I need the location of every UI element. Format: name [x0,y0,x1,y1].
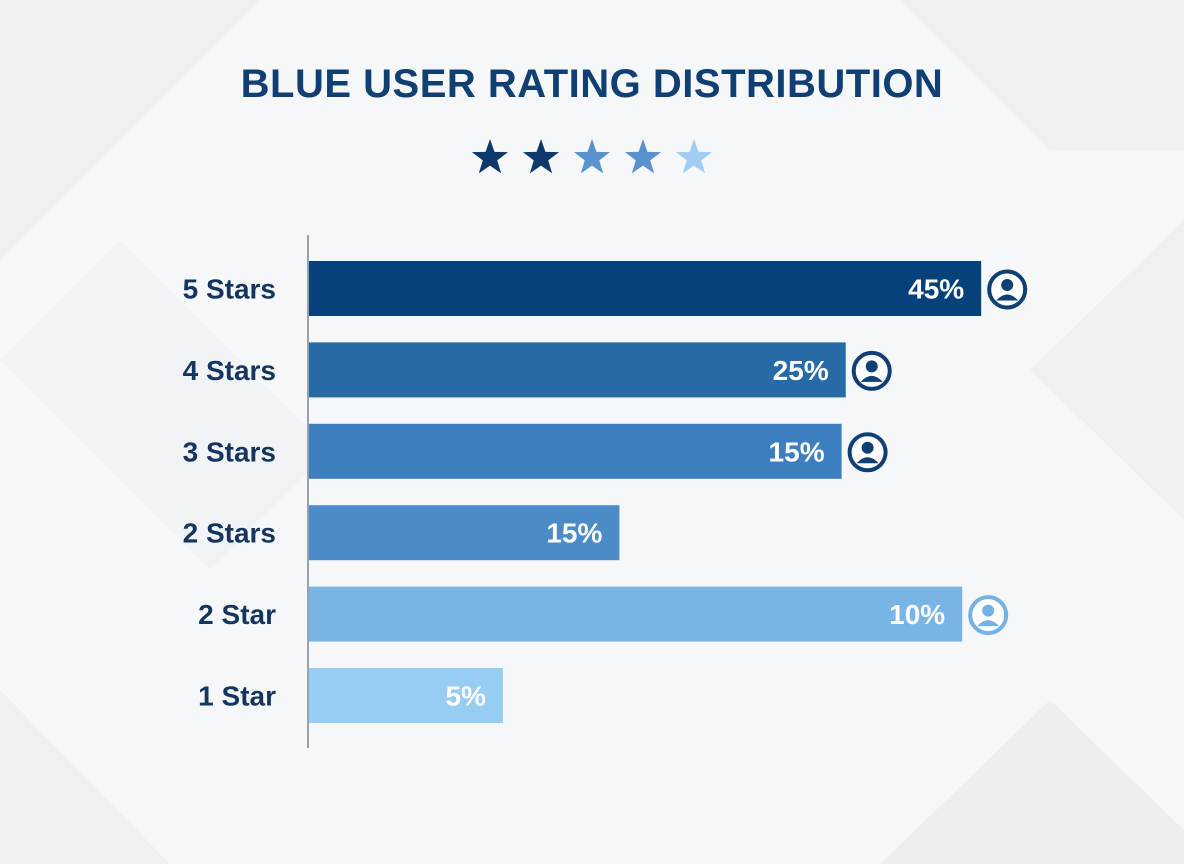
bar-6 [308,668,503,723]
star-icon [675,139,713,174]
bar-4 [308,505,620,561]
user-icon [847,432,888,473]
bar-3 [308,423,842,479]
value-label: 25% [773,355,829,386]
bar-2 [308,342,846,398]
bar-1 [308,261,982,316]
category-label: 3 Stars [183,436,276,467]
chart-title: BLUE USER RATING DISTRIBUTION [240,62,944,106]
category-label: 2 Star [198,599,276,630]
value-label: 10% [889,599,945,630]
star-icon [573,139,611,174]
value-label: 45% [908,274,964,305]
category-label: 2 Stars [183,518,276,549]
user-icon [851,350,892,391]
user-icon [987,269,1028,310]
star-icon [471,139,509,174]
value-label: 5% [445,681,486,712]
star-icon [624,139,662,174]
bar-5 [308,586,963,642]
category-label: 5 Stars [183,274,276,305]
star-icon [522,139,560,174]
user-icon [968,595,1009,636]
rating-stars [0,137,1184,197]
category-label: 4 Stars [183,355,276,386]
value-label: 15% [546,518,602,549]
value-label: 15% [769,436,825,467]
category-label: 1 Star [198,681,276,712]
